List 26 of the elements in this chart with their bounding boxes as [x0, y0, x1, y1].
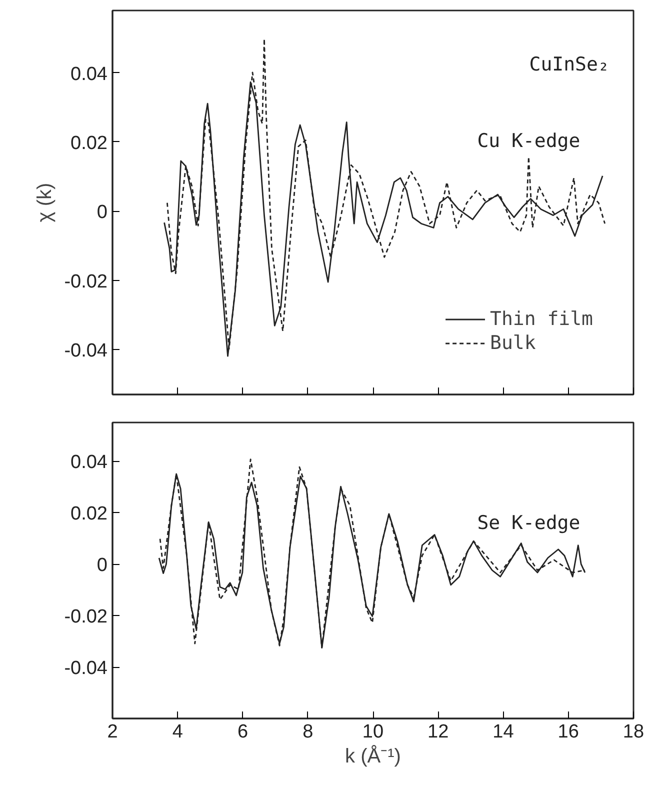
legend-label: Thin film — [490, 308, 593, 330]
x-tick-label: 4 — [172, 722, 184, 742]
y-tick-label: 0 — [96, 555, 108, 576]
x-tick-label: 8 — [302, 722, 314, 742]
x-tick-label: 10 — [362, 722, 384, 742]
x-axis-title: k (Å⁻¹) — [345, 744, 401, 768]
annotation: Se K-edge — [477, 512, 580, 534]
annotation: CuInSe₂ — [529, 53, 610, 76]
x-tick-label: 2 — [107, 722, 118, 742]
legend-label: Bulk — [490, 332, 536, 354]
x-tick-label: 18 — [622, 722, 644, 742]
y-tick-label: -0.02 — [64, 606, 108, 628]
y-tick-label: 0.04 — [70, 64, 108, 85]
x-tick-label: 6 — [237, 722, 248, 742]
x-tick-label: 14 — [492, 722, 514, 742]
y-tick-label: -0.04 — [64, 340, 108, 362]
x-tick-label: 12 — [428, 722, 449, 742]
annotation: Cu K-edge — [477, 130, 580, 152]
y-tick-label: 0.04 — [70, 452, 108, 474]
y-tick-label: 0.02 — [70, 132, 108, 154]
y-tick-label: 0 — [96, 202, 108, 224]
y-tick-label: -0.02 — [64, 271, 108, 292]
x-tick-label: 16 — [558, 722, 579, 742]
y-axis-title: χ (k) — [34, 182, 56, 222]
y-tick-label: 0.02 — [70, 504, 108, 525]
y-tick-label: -0.04 — [64, 658, 108, 680]
